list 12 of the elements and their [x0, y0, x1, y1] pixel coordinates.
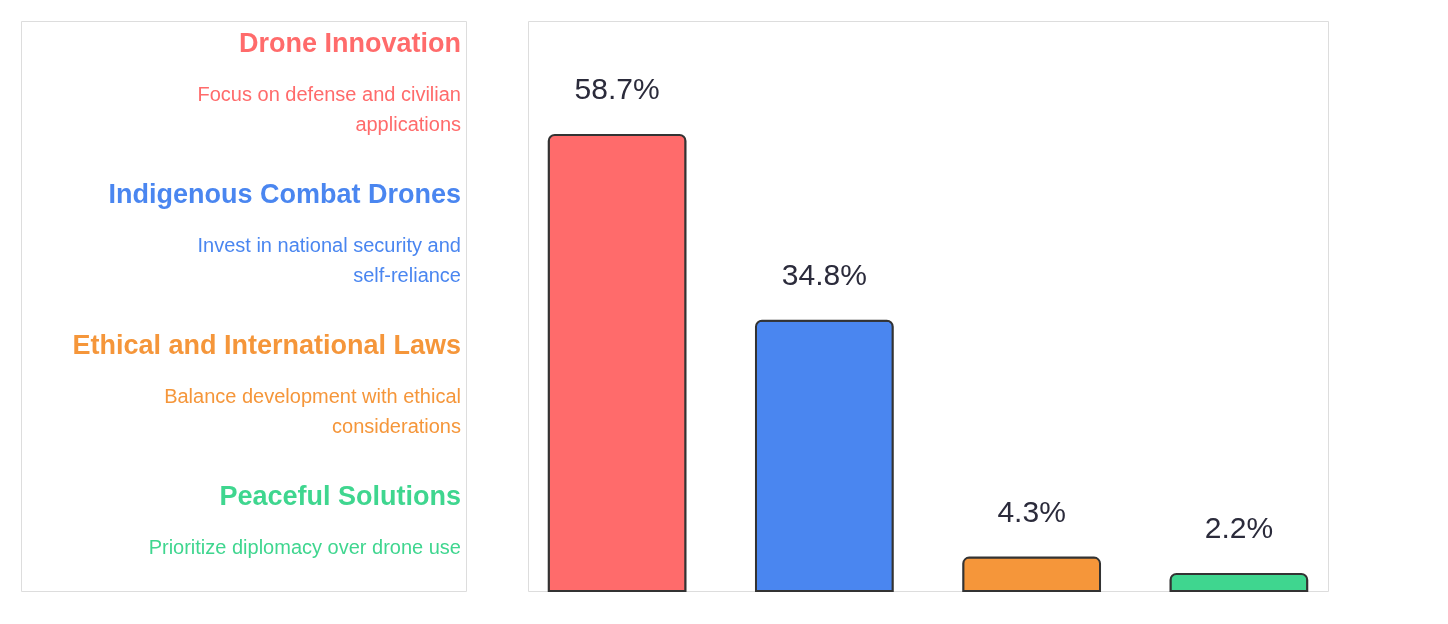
text: Peaceful Solutions: [219, 480, 461, 511]
data-label: 58.7%: [574, 72, 660, 105]
text: Ethical and International Laws: [72, 329, 461, 360]
text: Drone Innovation: [239, 27, 461, 58]
text: Focus on defense and civilian applications: [197, 83, 461, 136]
text: Invest in national security and self-reliance: [197, 234, 461, 287]
data-label: 4.3%: [997, 494, 1066, 528]
text: Indigenous Combat Drones: [108, 178, 461, 209]
text: Balance development with ethical considerations: [164, 385, 461, 438]
data-label: 34.8%: [781, 257, 867, 291]
data-label: 2.2%: [1204, 510, 1274, 544]
text: Prioritize diplomacy over drone use: [148, 536, 461, 559]
